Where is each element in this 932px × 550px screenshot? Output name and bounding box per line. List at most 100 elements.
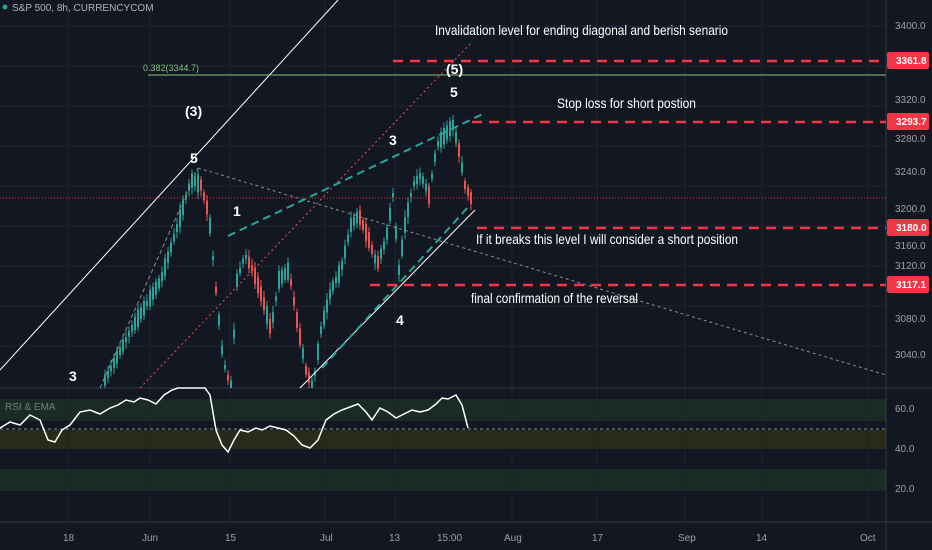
candle-body — [464, 181, 466, 189]
candle-body — [314, 371, 316, 376]
candle-body — [269, 318, 271, 334]
candle-body — [398, 264, 400, 276]
candle-body — [413, 181, 415, 187]
candlestick-series — [104, 115, 472, 388]
price-tick: 3200.0 — [895, 204, 926, 215]
candle-body — [446, 125, 448, 140]
candle-body — [332, 281, 334, 291]
time-tick: 17 — [592, 533, 604, 544]
candle-body — [311, 380, 313, 388]
candle-body — [170, 242, 172, 253]
time-tick: 13 — [389, 533, 401, 544]
rsi-tick: 60.0 — [895, 404, 915, 415]
candle-body — [368, 231, 370, 249]
candle-body — [281, 270, 283, 284]
candle-body — [380, 248, 382, 260]
price-tick: 3400.0 — [895, 21, 926, 32]
candle-body — [173, 234, 175, 242]
candle-body — [206, 200, 208, 215]
candle-body — [278, 271, 280, 289]
candle-body — [365, 224, 367, 241]
candle-body — [176, 224, 178, 232]
candle-body — [392, 192, 394, 198]
time-tick: 15 — [225, 533, 237, 544]
channel-line-upper — [0, 0, 339, 371]
candle-body — [386, 227, 388, 240]
candle-body — [467, 187, 469, 196]
candle-body — [272, 312, 274, 323]
candle-body — [440, 132, 442, 148]
time-tick: 14 — [756, 533, 768, 544]
candle-body — [257, 276, 259, 294]
candle-body — [263, 297, 265, 311]
candle-body — [347, 234, 349, 243]
candle-body — [149, 290, 151, 307]
candle-body — [431, 173, 433, 179]
candle-body — [179, 209, 181, 228]
candle-body — [125, 337, 127, 343]
candle-body — [284, 268, 286, 280]
candle-body — [194, 177, 196, 187]
candle-body — [407, 202, 409, 218]
candle-body — [389, 207, 391, 221]
time-tick: 18 — [63, 533, 75, 544]
candle-body — [113, 357, 115, 368]
candle-body — [107, 370, 109, 379]
candle-body — [458, 143, 460, 157]
price-tick: 3120.0 — [895, 261, 926, 272]
candle-body — [353, 216, 355, 226]
wave-label-3-low: 3 — [69, 368, 77, 384]
time-axis[interactable]: 18 Jun 15 Jul 13 15:00 Aug 17 Sep 14 Oct — [63, 533, 876, 544]
rsi-band-middle — [0, 430, 886, 449]
candle-body — [449, 121, 451, 137]
price-badge-3293: 3293.7 — [887, 113, 929, 130]
rsi-axis[interactable]: 60.0 40.0 20.0 — [895, 404, 915, 495]
time-tick: Sep — [678, 533, 696, 544]
candle-body — [317, 343, 319, 360]
rsi-band-upper — [0, 399, 886, 421]
candle-body — [320, 326, 322, 334]
candle-body — [215, 286, 217, 294]
candle-body — [437, 141, 439, 147]
wave-label-3-mid: 3 — [389, 132, 397, 148]
annotation-final-confirmation: final confirmation of the reversal — [471, 290, 638, 306]
candle-body — [359, 210, 361, 225]
candle-body — [452, 119, 454, 131]
candle-body — [236, 273, 238, 287]
candle-body — [182, 200, 184, 216]
candle-body — [230, 380, 232, 388]
candle-body — [221, 345, 223, 355]
diagonal-upper-green — [227, 112, 486, 237]
wave-label-5-paren: (5) — [446, 61, 463, 77]
wave-label-5-top: 5 — [450, 84, 458, 100]
time-tick: Jun — [142, 533, 158, 544]
candle-body — [266, 306, 268, 324]
candle-body — [290, 279, 292, 286]
time-tick: Jul — [320, 533, 333, 544]
candle-body — [110, 366, 112, 372]
candle-body — [443, 128, 445, 145]
candle-body — [227, 374, 229, 381]
candle-body — [122, 339, 124, 352]
candle-body — [434, 153, 436, 162]
price-tick: 3080.0 — [895, 314, 926, 325]
header: S&P 500, 8h, CURRENCYCOM — [2, 3, 154, 14]
candle-body — [461, 162, 463, 173]
candle-body — [119, 347, 121, 355]
candle-body — [350, 218, 352, 232]
time-tick: 15:00 — [437, 533, 462, 544]
candle-body — [401, 239, 403, 256]
candle-body — [395, 226, 397, 239]
svg-text:3361.8: 3361.8 — [896, 56, 927, 67]
annotation-invalidation: Invalidation level for ending diagonal a… — [435, 22, 728, 38]
diagonal-lower-green — [321, 204, 471, 369]
svg-text:3293.7: 3293.7 — [896, 117, 927, 128]
wave-label-3-paren: (3) — [185, 103, 202, 119]
candle-body — [152, 287, 154, 300]
rsi-tick: 40.0 — [895, 444, 915, 455]
candle-body — [254, 267, 256, 285]
annotation-stop-loss: Stop loss for short postion — [557, 95, 696, 111]
fib-label: 0.382(3344.7) — [143, 63, 199, 73]
